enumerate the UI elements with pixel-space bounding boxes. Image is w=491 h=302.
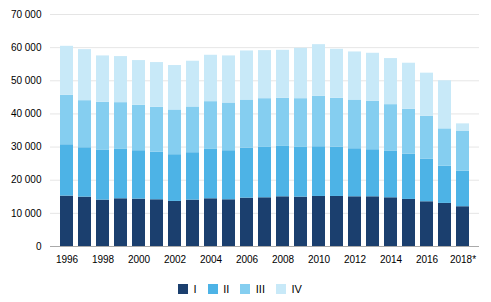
svg-text:2004: 2004 <box>200 254 223 265</box>
svg-text:2006: 2006 <box>236 254 259 265</box>
svg-text:2000: 2000 <box>128 254 151 265</box>
svg-text:2010: 2010 <box>308 254 331 265</box>
svg-text:20 000: 20 000 <box>11 174 42 185</box>
html-text:I: I <box>193 282 197 295</box>
svg-text:2008: 2008 <box>272 254 295 265</box>
html-text:IV: IV <box>291 282 302 295</box>
svg-text:50 000: 50 000 <box>11 75 42 86</box>
svg-text:2014: 2014 <box>380 254 403 265</box>
svg-text:40 000: 40 000 <box>11 108 42 119</box>
svg-text:2016: 2016 <box>416 254 439 265</box>
svg-text:30 000: 30 000 <box>11 141 42 152</box>
svg-text:2018*: 2018* <box>450 254 476 265</box>
svg-text:1996: 1996 <box>56 254 79 265</box>
html-text:III: III <box>255 282 265 295</box>
svg-text:10 000: 10 000 <box>11 208 42 219</box>
svg-text:0: 0 <box>36 241 42 252</box>
svg-text:1998: 1998 <box>92 254 115 265</box>
svg-text:2012: 2012 <box>344 254 367 265</box>
svg-text:70 000: 70 000 <box>11 9 42 20</box>
svg-text:60 000: 60 000 <box>11 42 42 53</box>
html-text:II: II <box>223 282 230 295</box>
svg-text:2002: 2002 <box>164 254 187 265</box>
